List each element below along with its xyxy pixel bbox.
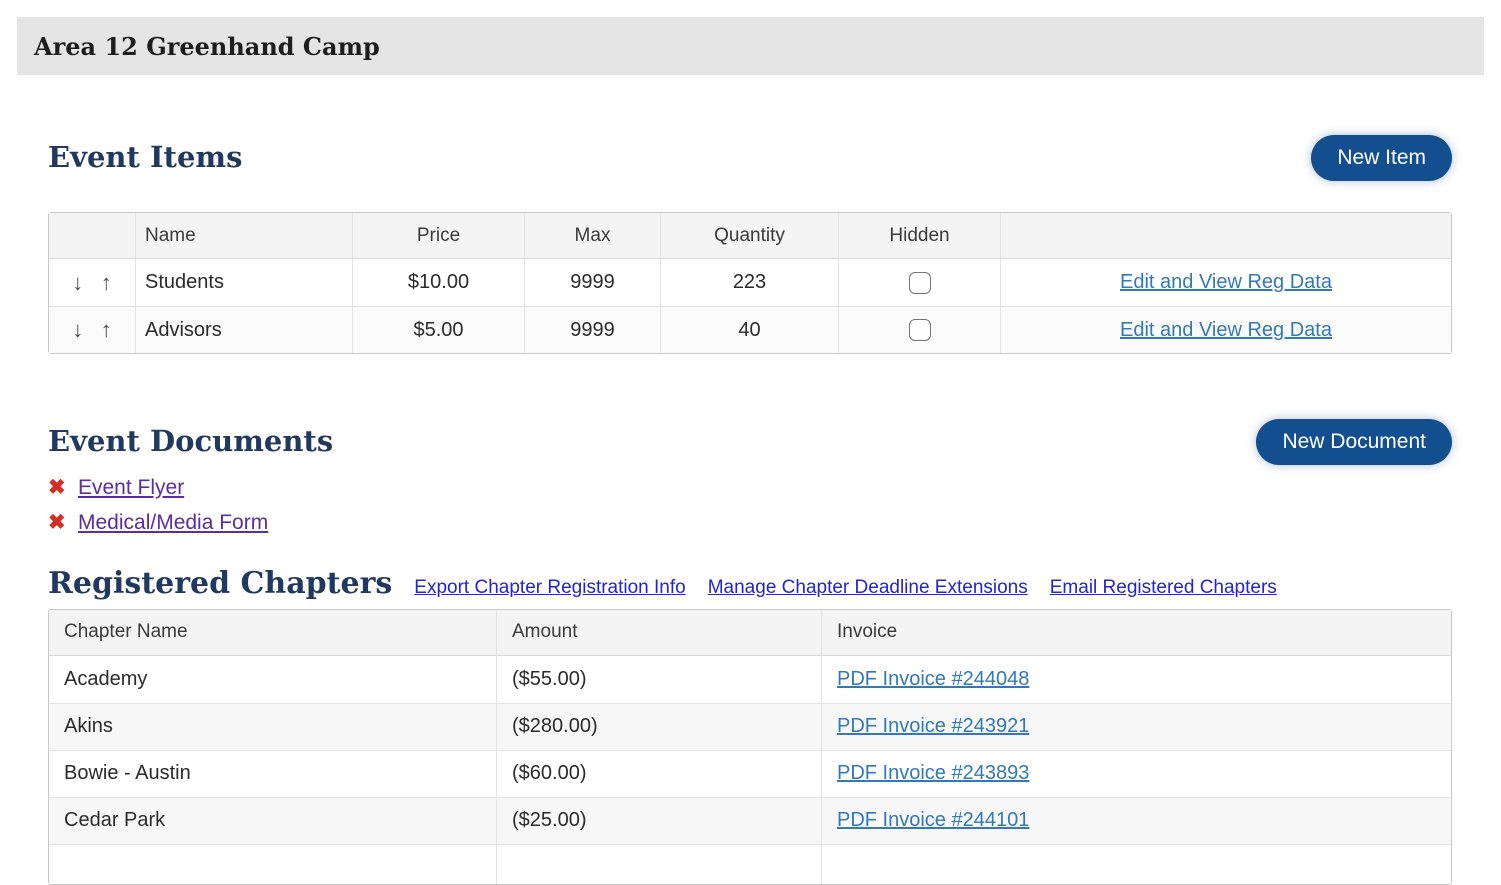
document-link[interactable]: Medical/Media Form — [78, 510, 269, 534]
actions-cell: Edit and View Reg Data — [1000, 259, 1451, 306]
manage-deadline-extensions-link[interactable]: Manage Chapter Deadline Extensions — [707, 577, 1028, 598]
item-max: 9999 — [524, 259, 660, 306]
event-items-section-head: Event Items New Item — [48, 135, 1452, 181]
event-items-heading: Event Items — [48, 140, 243, 175]
item-name: Students — [135, 259, 352, 306]
chapter-name: Academy — [64, 667, 148, 690]
delete-document-icon[interactable]: ✖ — [48, 476, 66, 499]
hidden-column-header: Hidden — [838, 213, 1000, 259]
reorder-cell: ↓ ↑ — [49, 306, 135, 353]
event-documents-heading: Event Documents — [48, 424, 334, 459]
email-registered-chapters-link[interactable]: Email Registered Chapters — [1049, 577, 1277, 598]
reorder-column-header — [49, 213, 135, 259]
items-header-row: Name Price Max Quantity Hidden — [49, 213, 1451, 259]
invoice-cell: PDF Invoice #244101 — [821, 796, 1451, 844]
actions-cell: Edit and View Reg Data — [1000, 306, 1451, 353]
table-row: Academy ($55.00) PDF Invoice #244048 — [49, 655, 1451, 703]
edit-view-reg-data-link[interactable]: Edit and View Reg Data — [1120, 318, 1332, 341]
export-chapter-registration-link[interactable]: Export Chapter Registration Info — [414, 577, 686, 598]
delete-document-icon[interactable]: ✖ — [48, 511, 66, 534]
invoice-cell: PDF Invoice #244048 — [821, 655, 1451, 703]
hidden-checkbox[interactable] — [908, 271, 931, 294]
pdf-invoice-link[interactable]: PDF Invoice #244101 — [837, 809, 1030, 831]
chapter-amount: ($25.00) — [496, 796, 821, 844]
chapter-amount: ($280.00) — [496, 702, 821, 750]
invoice-column-header: Invoice — [821, 609, 1451, 656]
list-item: ✖ Event Flyer — [48, 475, 1452, 500]
reorder-cell: ↓ ↑ — [49, 259, 135, 306]
table-row: Bowie - Austin ($60.00) PDF Invoice #243… — [49, 749, 1451, 797]
max-column-header: Max — [524, 213, 660, 259]
hidden-checkbox[interactable] — [908, 319, 931, 342]
chapter-name: Akins — [49, 702, 496, 750]
quantity-column-header: Quantity — [660, 213, 838, 259]
document-list: ✖ Event Flyer ✖ Medical/Media Form — [48, 475, 1452, 535]
invoice-cell: PDF Invoice #243921 — [821, 702, 1451, 750]
page-header-bar: Area 12 Greenhand Camp — [17, 17, 1484, 75]
chapter-amount: ($55.00) — [496, 655, 821, 703]
new-document-button[interactable]: New Document — [1256, 419, 1452, 465]
pdf-invoice-link[interactable]: PDF Invoice #243893 — [837, 762, 1030, 784]
move-down-icon[interactable]: ↓ — [72, 269, 84, 295]
item-quantity: 40 — [660, 306, 838, 353]
chapter-name: Bowie - Austin — [49, 749, 496, 797]
list-item: ✖ Medical/Media Form — [48, 510, 1452, 535]
registered-chapters-heading: Registered Chapters — [48, 566, 393, 601]
table-row: Akins ($280.00) PDF Invoice #243921 — [49, 702, 1451, 750]
page-title: Area 12 Greenhand Camp — [34, 31, 380, 61]
chapter-name-column-header: Chapter Name — [49, 609, 496, 656]
event-documents-section-head: Event Documents New Document — [48, 419, 1452, 465]
item-max: 9999 — [524, 306, 660, 353]
hidden-cell — [838, 259, 1000, 306]
table-row: ↓ ↑ Advisors $5.00 9999 40 Edit and View… — [49, 306, 1451, 353]
invoice-cell — [821, 843, 1451, 884]
move-up-icon[interactable]: ↑ — [100, 317, 112, 342]
name-column-header: Name — [135, 213, 352, 259]
invoice-cell: PDF Invoice #243893 — [821, 749, 1451, 797]
table-row: ↓ ↑ Students $10.00 9999 223 Edit and Vi… — [49, 259, 1451, 306]
main-content: Event Items New Item Name Price Max Quan… — [48, 135, 1452, 885]
chapter-amount: ($60.00) — [496, 749, 821, 797]
actions-column-header — [1000, 213, 1451, 259]
price-column-header: Price — [352, 213, 524, 259]
new-item-button[interactable]: New Item — [1311, 135, 1452, 181]
chapter-amount — [496, 843, 821, 884]
item-name: Advisors — [135, 306, 352, 353]
registered-chapters-section-head: Registered Chapters Export Chapter Regis… — [48, 566, 1452, 602]
item-price: $10.00 — [352, 259, 524, 306]
amount-column-header: Amount — [496, 609, 821, 656]
item-price: $5.00 — [352, 306, 524, 353]
table-row — [49, 843, 1451, 884]
move-up-icon[interactable]: ↑ — [100, 269, 112, 295]
pdf-invoice-link[interactable]: PDF Invoice #244048 — [837, 667, 1030, 690]
document-link[interactable]: Event Flyer — [78, 475, 185, 499]
registered-chapters-table: Chapter Name Amount Invoice Academy ($55… — [48, 608, 1452, 885]
chapter-name — [49, 843, 496, 884]
chapter-name: Cedar Park — [49, 796, 496, 844]
move-down-icon[interactable]: ↓ — [72, 317, 84, 342]
hidden-cell — [838, 306, 1000, 353]
item-quantity: 223 — [660, 259, 838, 306]
pdf-invoice-link[interactable]: PDF Invoice #243921 — [837, 715, 1030, 737]
table-row: Cedar Park ($25.00) PDF Invoice #244101 — [49, 796, 1451, 844]
chapters-header-row: Chapter Name Amount Invoice — [49, 609, 1451, 656]
event-items-table: Name Price Max Quantity Hidden ↓ ↑ Stude… — [48, 212, 1452, 354]
edit-view-reg-data-link[interactable]: Edit and View Reg Data — [1120, 271, 1332, 293]
